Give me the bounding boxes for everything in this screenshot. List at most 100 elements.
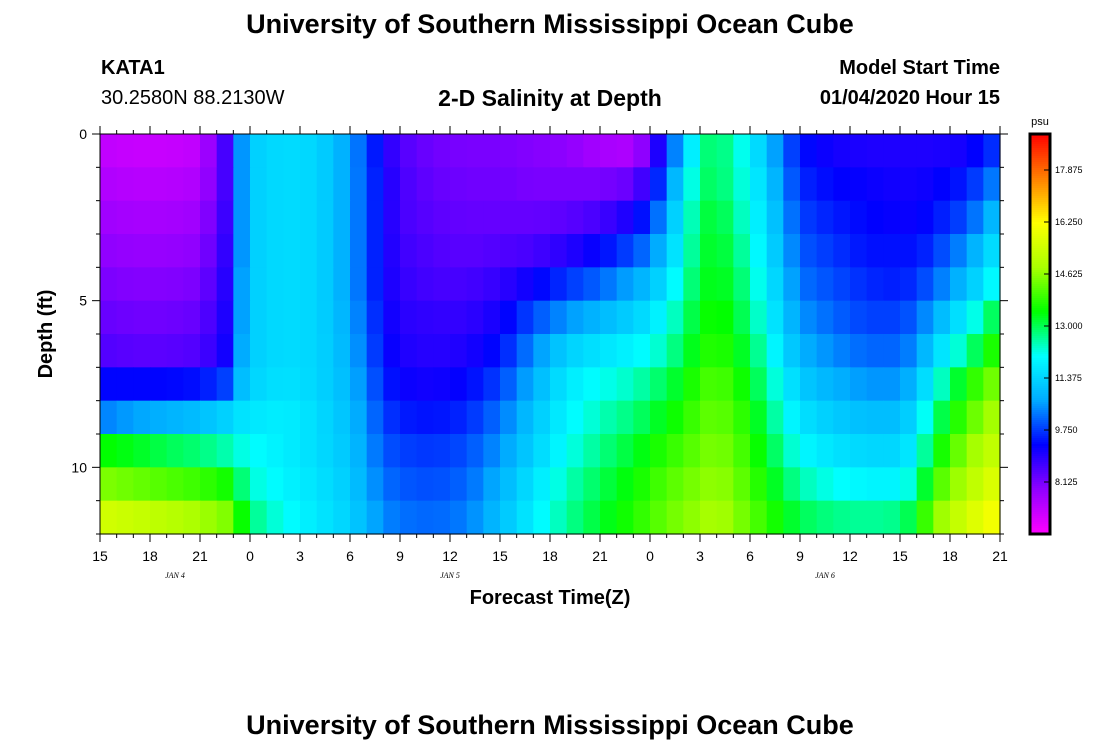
colorbar-swatch [1030, 388, 1050, 391]
colorbar-swatch [1030, 154, 1050, 157]
colorbar-swatch [1030, 316, 1050, 319]
heatmap-cell [833, 400, 851, 435]
heatmap-cell [866, 200, 884, 235]
heatmap-cell [150, 267, 168, 302]
heatmap-cell [983, 467, 1001, 502]
heatmap-cell [833, 134, 851, 168]
heatmap-cell [283, 434, 301, 468]
heatmap-cell [566, 300, 584, 335]
heatmap-cell [566, 400, 584, 435]
heatmap-cell [900, 434, 918, 468]
heatmap-cell [716, 200, 734, 235]
heatmap-cell [566, 267, 584, 302]
heatmap-cell [816, 334, 834, 368]
heatmap-cell [900, 500, 918, 535]
colorbar-swatch [1030, 348, 1050, 351]
heatmap-cell [583, 300, 601, 335]
heatmap-cell [866, 500, 884, 535]
heatmap-cell [766, 300, 784, 335]
plot-title: 2-D Salinity at Depth [438, 85, 662, 111]
colorbar-swatch [1030, 232, 1050, 235]
heatmap-cell [450, 400, 468, 435]
heatmap-cell [150, 467, 168, 502]
heatmap-cell [850, 467, 868, 502]
heatmap-cell [216, 134, 234, 168]
colorbar-swatch [1030, 204, 1050, 207]
colorbar-swatch [1030, 226, 1050, 229]
colorbar-swatch [1030, 136, 1050, 139]
heatmap-cell [900, 367, 918, 402]
colorbar-swatch [1030, 494, 1050, 497]
colorbar-swatch [1030, 414, 1050, 417]
colorbar-swatch [1030, 420, 1050, 423]
heatmap-cell [316, 267, 334, 302]
heatmap-cell [883, 400, 901, 435]
heatmap-cell [983, 434, 1001, 468]
x-tick-label: 18 [942, 548, 958, 564]
heatmap-cell [700, 334, 718, 368]
heatmap-cell [700, 234, 718, 268]
heatmap-cell [250, 134, 268, 168]
colorbar-swatch [1030, 374, 1050, 377]
heatmap-cell [250, 234, 268, 268]
heatmap-cell [616, 167, 634, 202]
heatmap-cell [583, 167, 601, 202]
heatmap-cell [733, 167, 751, 202]
heatmap-cell [666, 300, 684, 335]
heatmap-cell [350, 234, 368, 268]
heatmap-cell [916, 200, 934, 235]
heatmap-cell [716, 134, 734, 168]
heatmap-cell [950, 300, 968, 335]
heatmap-cell [150, 334, 168, 368]
heatmap-cell [883, 500, 901, 535]
heatmap-cell [800, 500, 818, 535]
heatmap-cell [433, 467, 451, 502]
heatmap-cell [516, 234, 534, 268]
colorbar-swatch [1030, 404, 1050, 407]
heatmap-cell [200, 334, 218, 368]
colorbar-swatch [1030, 380, 1050, 383]
heatmap-cell [500, 367, 518, 402]
heatmap-cell [750, 234, 768, 268]
heatmap-cell [683, 300, 701, 335]
heatmap-cell [600, 500, 618, 535]
heatmap-cell [933, 400, 951, 435]
heatmap-cell [466, 400, 484, 435]
heatmap-cell [650, 400, 668, 435]
colorbar-swatch [1030, 354, 1050, 357]
heatmap-cell [933, 434, 951, 468]
heatmap-cell [483, 334, 501, 368]
colorbar-swatch [1030, 332, 1050, 335]
colorbar-swatch [1030, 330, 1050, 333]
colorbar-swatch [1030, 410, 1050, 413]
colorbar-swatch [1030, 406, 1050, 409]
x-axis-label: Forecast Time(Z) [470, 587, 631, 609]
heatmap-cell [666, 134, 684, 168]
heatmap-cell [333, 267, 351, 302]
colorbar-swatch [1030, 240, 1050, 243]
colorbar-swatch [1030, 268, 1050, 271]
heatmap-cell [200, 167, 218, 202]
heatmap-cell [366, 134, 384, 168]
heatmap-cell [350, 500, 368, 535]
heatmap-cell [116, 467, 134, 502]
colorbar-swatch [1030, 254, 1050, 257]
heatmap-cell [650, 334, 668, 368]
heatmap-cell [266, 200, 284, 235]
heatmap-cell [750, 334, 768, 368]
heatmap-cell [333, 500, 351, 535]
heatmap-cell [916, 134, 934, 168]
heatmap-cell [850, 200, 868, 235]
heatmap-cell [616, 200, 634, 235]
heatmap-cell [783, 434, 801, 468]
heatmap-cell [566, 434, 584, 468]
colorbar-swatch [1030, 196, 1050, 199]
heatmap-cell [133, 200, 151, 235]
heatmap-cell [500, 300, 518, 335]
colorbar-swatch [1030, 304, 1050, 307]
heatmap-cell [183, 334, 201, 368]
colorbar-swatch [1030, 422, 1050, 425]
heatmap-cell [300, 367, 318, 402]
heatmap-cell [116, 334, 134, 368]
heatmap-cell [666, 200, 684, 235]
